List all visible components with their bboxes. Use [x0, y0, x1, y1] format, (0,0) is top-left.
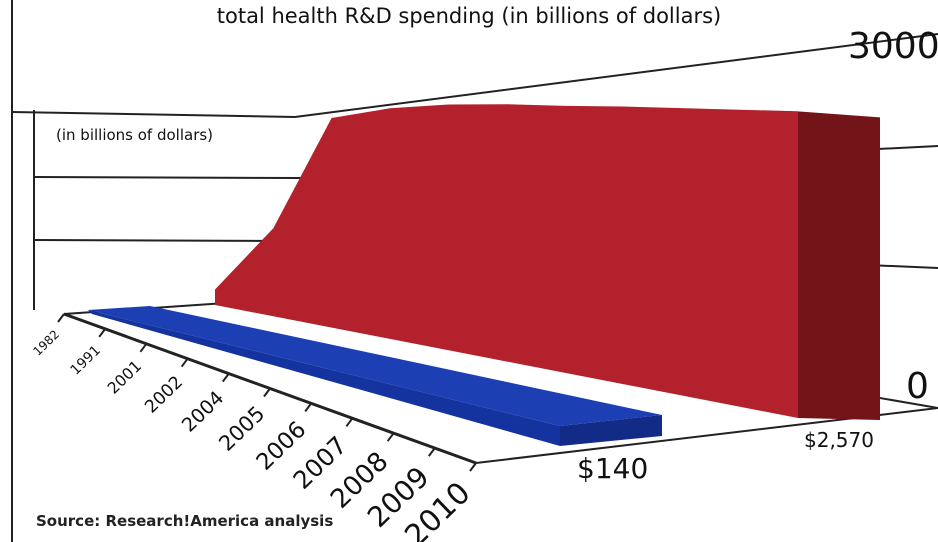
category-tick — [139, 343, 148, 353]
category-tick — [345, 417, 354, 427]
category-tick — [57, 313, 65, 323]
source-note: Source: Research!America analysis — [36, 512, 334, 530]
category-tick-label: 1991 — [68, 343, 104, 379]
category-tick — [98, 328, 106, 338]
units-label: (in billions of dollars) — [56, 126, 213, 144]
category-tick-label: 2001 — [104, 357, 145, 398]
series-area-blue-end — [560, 415, 662, 446]
category-tick — [304, 402, 313, 412]
chart-title: total health R&D spending (in billions o… — [216, 4, 722, 28]
grid-line — [11, 33, 938, 119]
y-tick-label: 0 — [906, 366, 929, 407]
category-tick — [222, 373, 230, 383]
series-area-blue-top — [88, 306, 662, 426]
series-area-red-side — [798, 111, 880, 421]
data-label-red: $2,570 — [804, 428, 874, 452]
y-tick-label: 3000 — [848, 26, 938, 67]
series-area-blue-front — [88, 310, 560, 446]
category-tick — [427, 447, 436, 457]
category-tick-label: 1982 — [30, 327, 62, 358]
data-label-blue: $140 — [577, 452, 648, 485]
category-tick — [180, 358, 189, 368]
category-tick — [386, 432, 395, 442]
series-area-red — [215, 104, 798, 418]
category-tick — [469, 462, 477, 472]
category-tick-label: 2004 — [177, 386, 228, 436]
category-tick-label: 2002 — [141, 372, 187, 417]
category-tick — [263, 387, 271, 398]
